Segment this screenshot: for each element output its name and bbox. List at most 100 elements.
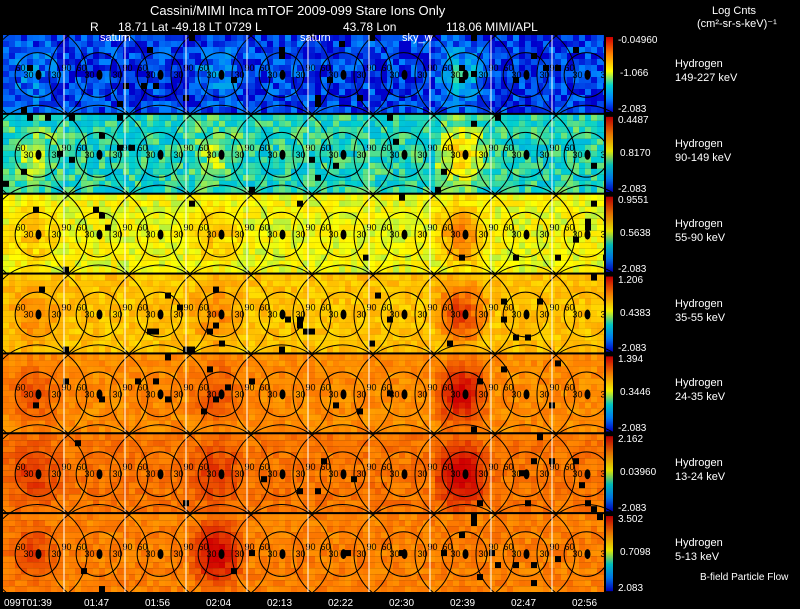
flux-cell	[357, 101, 363, 107]
flux-cell	[387, 132, 393, 139]
flux-cell	[465, 224, 471, 231]
flux-cell	[255, 65, 261, 71]
flux-cell	[57, 266, 63, 273]
flux-cell	[207, 132, 213, 139]
colorbar-band	[606, 118, 613, 120]
flux-cell	[417, 138, 423, 145]
flux-cell	[195, 83, 201, 89]
flux-cell	[231, 242, 237, 249]
flux-cell	[279, 144, 285, 151]
flux-cell	[465, 126, 471, 133]
flux-cell	[15, 212, 21, 219]
flux-cell	[465, 77, 471, 83]
flux-cell	[591, 41, 597, 47]
flux-cell	[213, 230, 219, 237]
flux-cell	[159, 206, 165, 213]
flux-cell	[51, 224, 57, 231]
contour-label: 30	[451, 70, 461, 80]
flux-cell	[573, 77, 579, 83]
flux-cell	[567, 138, 573, 145]
flux-cell	[465, 260, 471, 267]
flux-cell	[591, 168, 597, 175]
flux-cell	[51, 200, 57, 207]
flux-cell	[279, 114, 285, 121]
flux-cell	[195, 248, 201, 255]
flux-cell	[15, 89, 21, 95]
flux-cell	[75, 200, 81, 207]
flux-cell	[393, 59, 399, 65]
flux-cell	[3, 280, 9, 287]
flux-cell	[255, 218, 261, 225]
flux-cell	[423, 194, 429, 201]
flux-cell	[471, 206, 477, 213]
flux-cell	[261, 89, 267, 95]
flux-cell	[177, 59, 183, 65]
flux-cell	[201, 186, 207, 193]
flux-cell	[105, 101, 111, 107]
flux-cell	[129, 218, 135, 225]
flux-cell	[441, 212, 447, 219]
flux-cell	[153, 218, 159, 225]
colorbar-band	[606, 139, 613, 141]
flux-cell	[393, 242, 399, 249]
flux-cell	[123, 65, 129, 71]
flux-cell	[255, 47, 261, 53]
flux-cell	[135, 218, 141, 225]
flux-cell	[261, 194, 267, 201]
flux-cell	[45, 126, 51, 133]
flux-cell	[339, 132, 345, 139]
flux-cell	[543, 132, 549, 139]
flux-cell	[399, 59, 405, 65]
colorbar-band	[606, 256, 613, 258]
flux-cell	[345, 186, 351, 193]
flux-cell	[573, 107, 579, 113]
flux-cell	[471, 180, 477, 187]
flux-cell	[435, 126, 441, 133]
flux-cell	[285, 194, 291, 201]
flux-cell	[147, 200, 153, 207]
flux-cell	[171, 101, 177, 107]
flux-cell	[267, 274, 273, 281]
flux-cell	[465, 280, 471, 287]
flux-cell	[525, 266, 531, 273]
flux-cell	[483, 47, 489, 53]
flux-cell	[489, 206, 495, 213]
flux-cell	[297, 186, 303, 193]
flux-cell	[3, 120, 9, 127]
flux-cell	[285, 77, 291, 83]
flux-cell	[147, 174, 153, 181]
flux-cell	[369, 266, 375, 273]
flux-cell	[435, 120, 441, 127]
flux-cell	[471, 274, 477, 281]
flux-cell	[249, 47, 255, 53]
flux-cell	[117, 89, 123, 95]
flux-cell	[93, 126, 99, 133]
flux-cell	[21, 200, 27, 207]
flux-cell	[543, 174, 549, 181]
flux-cell	[525, 95, 531, 101]
flux-cell	[189, 212, 195, 219]
flux-cell	[285, 280, 291, 287]
flux-cell	[87, 65, 93, 71]
flux-cell	[525, 35, 531, 41]
flux-cell	[231, 144, 237, 151]
colorbar-band	[606, 90, 613, 91]
flux-cell	[51, 230, 57, 237]
flux-cell	[105, 120, 111, 127]
flux-cell	[165, 132, 171, 139]
flux-cell	[243, 101, 249, 107]
flux-cell	[363, 150, 369, 157]
colorbar-band	[606, 143, 613, 145]
flux-cell	[141, 286, 147, 293]
flux-cell	[261, 212, 267, 219]
flux-cell	[399, 35, 405, 41]
flux-cell	[93, 280, 99, 287]
flux-cell	[333, 194, 339, 201]
flux-cell	[441, 236, 447, 243]
flux-cell	[477, 186, 483, 193]
flux-cell	[537, 107, 543, 113]
flux-cell	[375, 150, 381, 157]
colorbar-band	[606, 39, 613, 40]
flux-cell	[375, 230, 381, 237]
flux-cell	[189, 242, 195, 249]
